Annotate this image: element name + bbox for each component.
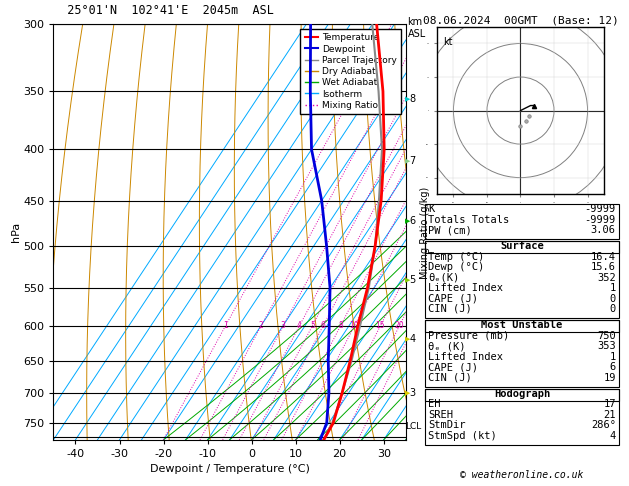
Text: Dewp (°C): Dewp (°C) <box>428 262 484 272</box>
Text: 15: 15 <box>376 321 385 330</box>
Text: StmSpd (kt): StmSpd (kt) <box>428 431 497 441</box>
Text: CAPE (J): CAPE (J) <box>428 294 478 304</box>
Text: -9999: -9999 <box>584 204 616 214</box>
Text: 4: 4 <box>409 334 416 344</box>
Text: 286°: 286° <box>591 420 616 430</box>
Text: CIN (J): CIN (J) <box>428 304 472 314</box>
Text: ▶: ▶ <box>405 218 411 225</box>
Text: 353: 353 <box>597 341 616 351</box>
Text: 1: 1 <box>610 283 616 293</box>
Text: StmDir: StmDir <box>428 420 466 430</box>
Text: 0: 0 <box>610 294 616 304</box>
Text: 17: 17 <box>603 399 616 409</box>
Text: θₑ (K): θₑ (K) <box>428 341 466 351</box>
Text: 0: 0 <box>610 304 616 314</box>
Text: Surface: Surface <box>500 242 544 251</box>
Text: 7: 7 <box>409 156 416 166</box>
Text: Lifted Index: Lifted Index <box>428 352 503 362</box>
Text: ▶: ▶ <box>405 158 411 164</box>
Text: 750: 750 <box>597 331 616 341</box>
Text: 8: 8 <box>409 94 416 104</box>
Text: Temp (°C): Temp (°C) <box>428 252 484 262</box>
Text: EH: EH <box>428 399 441 409</box>
Text: 4: 4 <box>297 321 302 330</box>
Y-axis label: hPa: hPa <box>11 222 21 242</box>
Text: 4: 4 <box>610 431 616 441</box>
Text: 21: 21 <box>603 410 616 420</box>
Text: 25°01'N  102°41'E  2045m  ASL: 25°01'N 102°41'E 2045m ASL <box>53 4 274 17</box>
Text: PW (cm): PW (cm) <box>428 225 472 235</box>
Text: θₑ(K): θₑ(K) <box>428 273 460 283</box>
Text: CAPE (J): CAPE (J) <box>428 362 478 372</box>
Text: km
ASL: km ASL <box>408 17 426 38</box>
Text: Totals Totals: Totals Totals <box>428 215 509 225</box>
Text: 352: 352 <box>597 273 616 283</box>
Text: 08.06.2024  00GMT  (Base: 12): 08.06.2024 00GMT (Base: 12) <box>423 16 618 26</box>
Text: 19: 19 <box>603 373 616 382</box>
Text: ▶: ▶ <box>405 390 411 396</box>
Text: 3: 3 <box>409 388 416 398</box>
Text: K: K <box>428 204 435 214</box>
Text: SREH: SREH <box>428 410 454 420</box>
Text: kt: kt <box>443 37 453 47</box>
Text: 6: 6 <box>409 216 416 226</box>
Text: 2: 2 <box>259 321 264 330</box>
Text: 1: 1 <box>610 352 616 362</box>
Text: 15.6: 15.6 <box>591 262 616 272</box>
Text: 6: 6 <box>321 321 326 330</box>
Text: 3: 3 <box>281 321 286 330</box>
Text: ▶: ▶ <box>405 336 411 342</box>
Text: © weatheronline.co.uk: © weatheronline.co.uk <box>460 470 584 480</box>
Text: 5: 5 <box>310 321 315 330</box>
Text: 1: 1 <box>223 321 228 330</box>
Text: CIN (J): CIN (J) <box>428 373 472 382</box>
Text: 3.06: 3.06 <box>591 225 616 235</box>
Text: 8: 8 <box>338 321 343 330</box>
Text: 10: 10 <box>350 321 359 330</box>
Text: 5: 5 <box>409 275 416 285</box>
Text: -9999: -9999 <box>584 215 616 225</box>
Text: 20: 20 <box>394 321 404 330</box>
Legend: Temperature, Dewpoint, Parcel Trajectory, Dry Adiabat, Wet Adiabat, Isotherm, Mi: Temperature, Dewpoint, Parcel Trajectory… <box>300 29 401 114</box>
Text: Most Unstable: Most Unstable <box>481 320 563 330</box>
Text: 16.4: 16.4 <box>591 252 616 262</box>
Text: ▶: ▶ <box>405 96 411 102</box>
Text: ▶: ▶ <box>405 277 411 283</box>
Text: LCL: LCL <box>405 422 421 431</box>
X-axis label: Dewpoint / Temperature (°C): Dewpoint / Temperature (°C) <box>150 465 309 474</box>
Text: Lifted Index: Lifted Index <box>428 283 503 293</box>
Text: Mixing Ratio (g/kg): Mixing Ratio (g/kg) <box>420 187 430 279</box>
Text: 6: 6 <box>610 362 616 372</box>
Text: Hodograph: Hodograph <box>494 389 550 399</box>
Text: Pressure (mb): Pressure (mb) <box>428 331 509 341</box>
